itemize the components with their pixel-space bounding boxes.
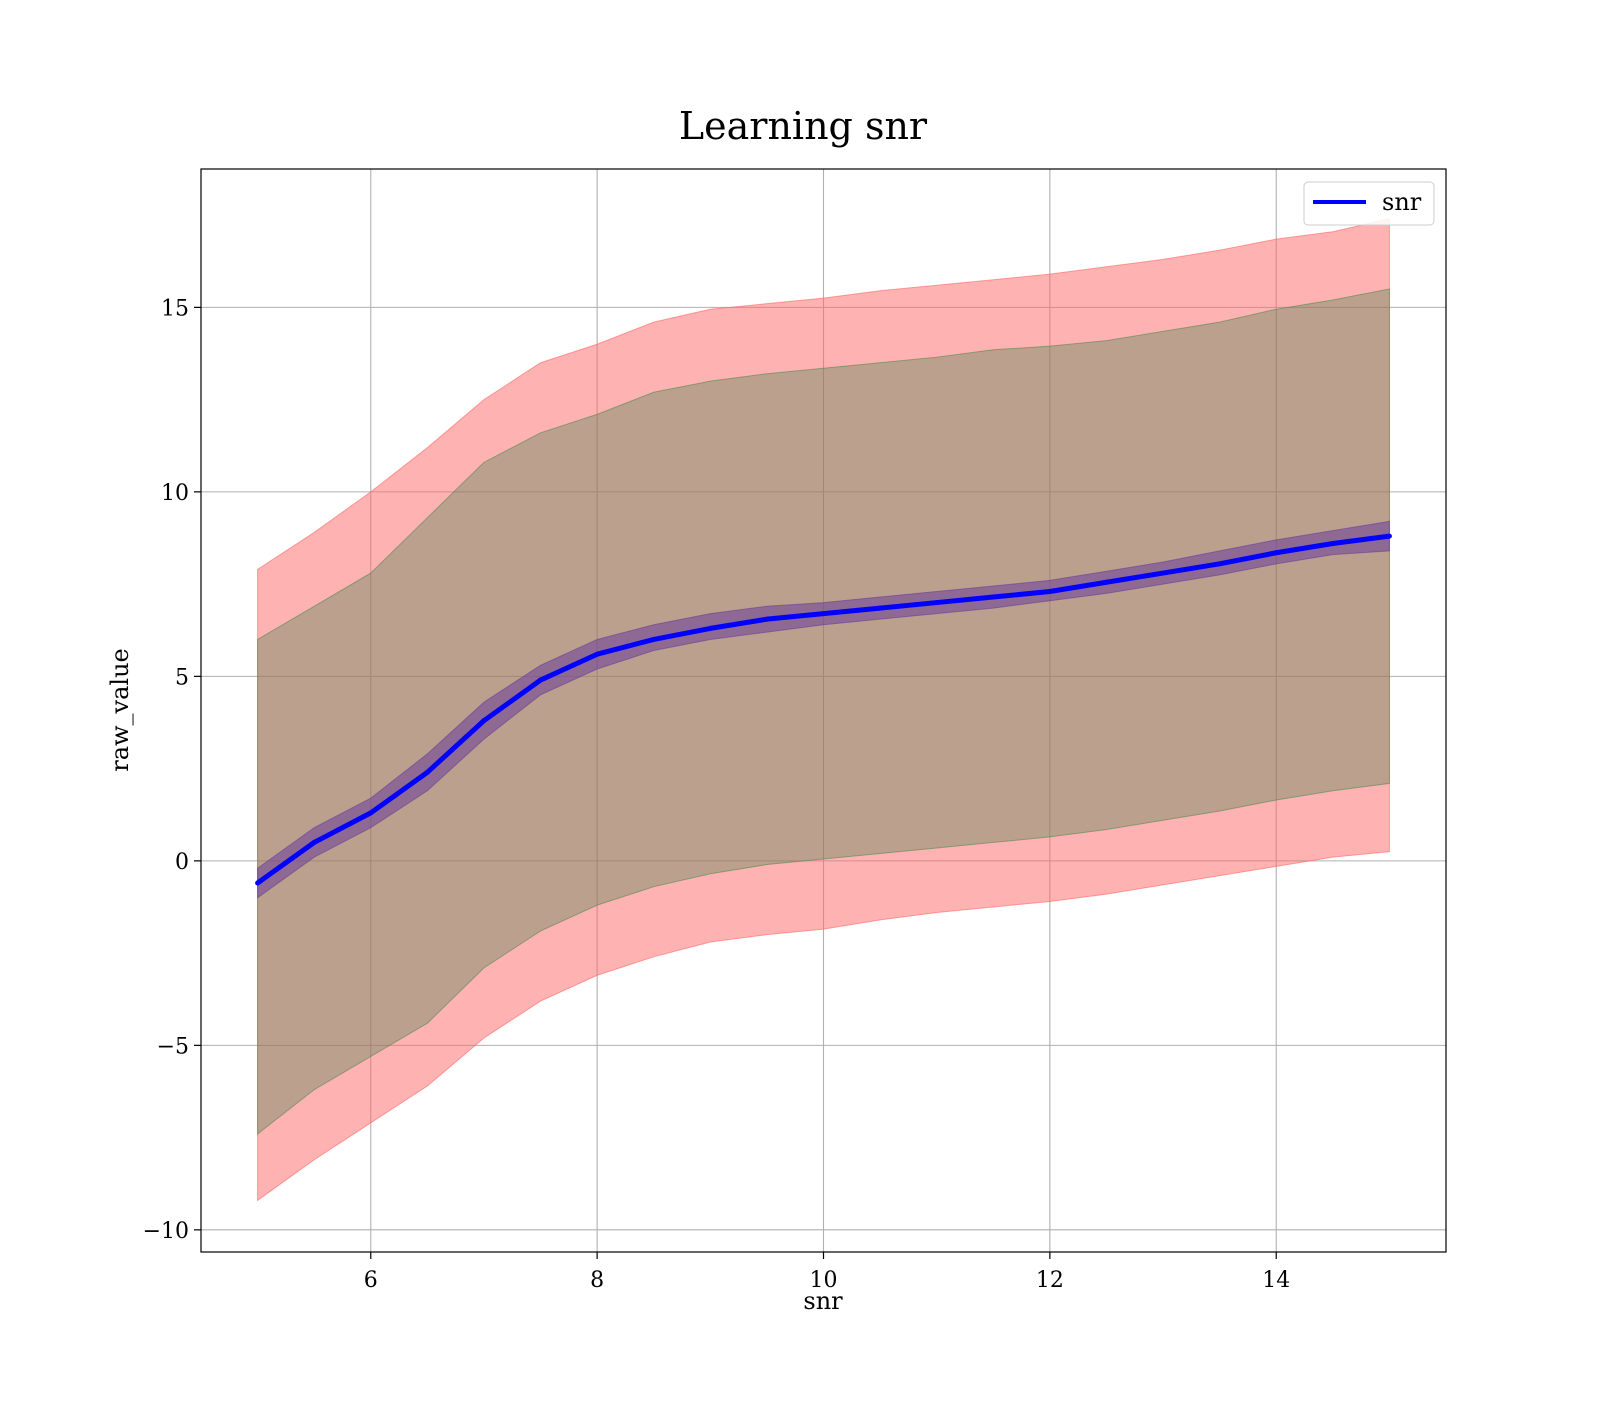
x-tick-label-3: 12 <box>1036 1268 1064 1293</box>
x-tick-label-4: 14 <box>1262 1268 1290 1293</box>
data-point-0-2 <box>368 810 374 816</box>
data-point-0-19 <box>1330 541 1336 547</box>
data-point-0-12 <box>934 600 940 606</box>
y-tick-label-4: 10 <box>161 481 189 506</box>
band-2 <box>257 520 1390 899</box>
data-point-0-11 <box>877 605 883 611</box>
data-point-0-1 <box>311 839 317 845</box>
data-point-0-14 <box>1047 588 1053 594</box>
series-lines <box>255 533 1392 886</box>
y-axis-ticks: −10 −5 0 5 10 15 <box>143 296 201 1244</box>
legend-label-snr: snr <box>1382 188 1422 216</box>
x-axis-label: snr <box>803 1287 843 1315</box>
data-point-0-0 <box>255 880 261 886</box>
data-point-0-16 <box>1160 570 1166 576</box>
y-tick-label-1: −5 <box>157 1034 189 1059</box>
data-point-0-17 <box>1217 561 1223 567</box>
data-point-0-6 <box>594 651 600 657</box>
data-point-0-20 <box>1386 533 1392 539</box>
x-axis-ticks: 6 8 10 12 14 <box>364 1252 1290 1293</box>
data-point-0-10 <box>821 611 826 617</box>
legend: snr <box>1303 181 1435 226</box>
y-tick-label-5: 15 <box>161 296 189 321</box>
data-point-0-7 <box>651 636 657 642</box>
y-axis-label: raw_value <box>106 648 134 772</box>
data-point-0-3 <box>424 769 430 775</box>
band-1 <box>257 288 1390 1135</box>
x-tick-label-2: 10 <box>810 1268 838 1293</box>
confidence-bands <box>257 218 1390 1202</box>
data-point-0-15 <box>1103 579 1109 585</box>
y-tick-label-0: −10 <box>143 1219 189 1244</box>
data-point-0-18 <box>1273 550 1279 556</box>
x-tick-label-0: 6 <box>364 1268 378 1293</box>
band-0 <box>257 218 1390 1202</box>
legend-box <box>1303 181 1435 226</box>
data-point-0-8 <box>707 625 713 631</box>
x-tick-label-1: 8 <box>590 1268 604 1293</box>
y-tick-label-3: 5 <box>175 665 189 690</box>
chart-title: Learning snr <box>679 104 928 148</box>
data-point-0-5 <box>538 677 544 683</box>
data-point-0-13 <box>990 594 996 600</box>
y-tick-label-2: 0 <box>175 850 189 875</box>
data-point-0-9 <box>764 616 770 622</box>
data-point-0-4 <box>481 718 487 724</box>
